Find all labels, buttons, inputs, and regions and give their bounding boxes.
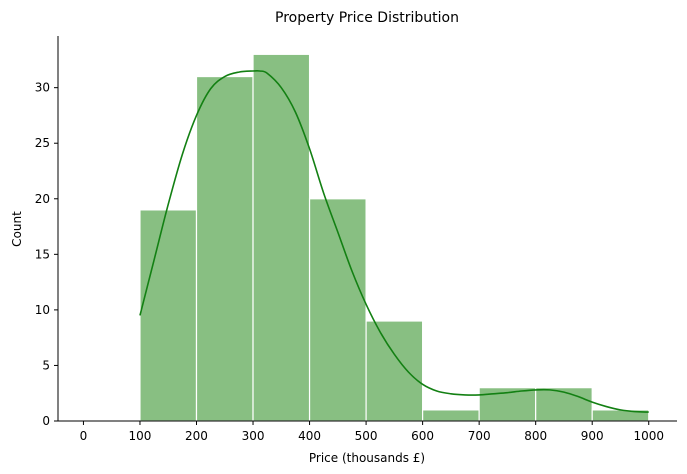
y-tick-label: 30 [35,81,50,95]
y-axis-label: Count [10,211,24,247]
histogram-bar-4 [308,198,367,422]
y-tick-label: 10 [35,303,50,317]
x-axis-label: Price (thousands £) [309,451,425,465]
chart-title: Property Price Distribution [275,10,459,26]
histogram-bar-5 [365,320,424,422]
x-tick-label: 400 [298,429,321,443]
x-tick-label: 700 [468,429,491,443]
x-tick-label: 100 [129,429,152,443]
histogram-bar-2 [195,75,254,422]
histogram-bar-6 [422,409,480,422]
y-tick-label: 25 [35,136,50,150]
axes-layer: 0 100 200 300 400 500 600 700 800 900 1000 0 5 10 15 20… [35,36,677,443]
x-tick-label: 800 [524,429,547,443]
bars-layer [139,53,650,422]
x-tick-label: 1000 [633,429,664,443]
histogram-bar-1 [139,209,198,422]
y-tick-label: 20 [35,192,50,206]
x-tick-label: 600 [411,429,434,443]
x-tick-label: 500 [355,429,378,443]
y-tick-label: 15 [35,247,50,261]
x-tick-label: 300 [242,429,265,443]
x-tick-label: 900 [581,429,604,443]
kde-layer [139,69,649,413]
x-tick-label: 0 [80,429,88,443]
y-tick-label: 5 [42,358,50,372]
kde-curve [139,69,649,413]
histogram-bar-3 [252,53,311,422]
x-tick-label: 200 [185,429,208,443]
y-tick-label: 0 [42,414,50,428]
